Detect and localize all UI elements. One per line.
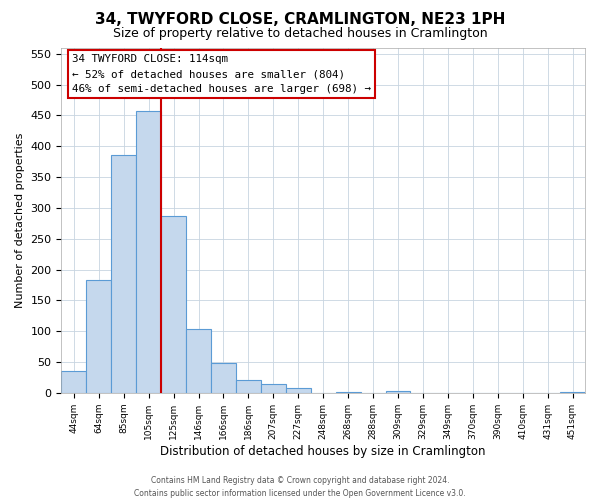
Bar (335, 392, 361, 393)
Bar (236, 380, 261, 393)
Bar (211, 363, 236, 393)
Bar (386, 391, 410, 393)
Bar (560, 392, 585, 393)
Y-axis label: Number of detached properties: Number of detached properties (15, 132, 25, 308)
Bar (111, 156, 136, 393)
Bar (86, 280, 111, 393)
Text: Contains HM Land Registry data © Crown copyright and database right 2024.
Contai: Contains HM Land Registry data © Crown c… (134, 476, 466, 498)
Bar (261, 384, 286, 393)
Text: 34 TWYFORD CLOSE: 114sqm
← 52% of detached houses are smaller (804)
46% of semi-: 34 TWYFORD CLOSE: 114sqm ← 52% of detach… (72, 54, 371, 94)
Bar (136, 111, 161, 393)
X-axis label: Distribution of detached houses by size in Cramlington: Distribution of detached houses by size … (160, 444, 486, 458)
Text: Size of property relative to detached houses in Cramlington: Size of property relative to detached ho… (113, 28, 487, 40)
Bar (61, 372, 86, 393)
Bar (286, 388, 311, 393)
Text: 34, TWYFORD CLOSE, CRAMLINGTON, NE23 1PH: 34, TWYFORD CLOSE, CRAMLINGTON, NE23 1PH (95, 12, 505, 28)
Bar (186, 328, 211, 393)
Bar (161, 216, 186, 393)
